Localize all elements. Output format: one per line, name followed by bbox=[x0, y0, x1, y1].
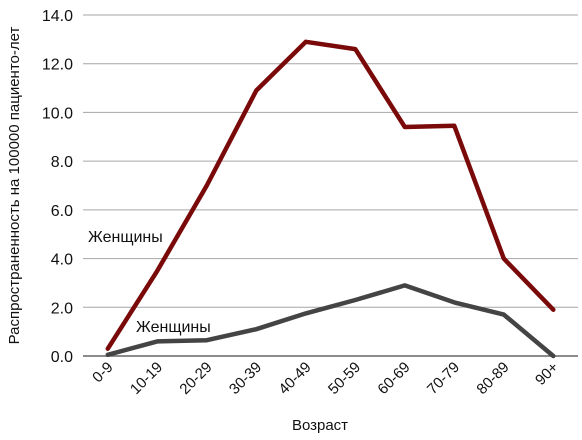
y-tick-label: 14.0 bbox=[42, 8, 73, 25]
x-tick-label: 20-29 bbox=[176, 359, 215, 398]
x-tick-label: 30-39 bbox=[226, 359, 265, 398]
x-tick-label: 10-19 bbox=[127, 359, 166, 398]
series-line-1 bbox=[105, 283, 556, 359]
y-tick-label: 0.0 bbox=[51, 349, 73, 366]
x-axis-label: Возраст bbox=[292, 417, 348, 434]
y-tick-label: 2.0 bbox=[51, 300, 73, 317]
series-line-0 bbox=[105, 39, 556, 351]
y-axis-label: Распространенность на 100000 пациенто-ле… bbox=[6, 27, 23, 345]
series-lines bbox=[105, 39, 556, 359]
x-tick-label: 70-79 bbox=[424, 359, 463, 398]
y-tick-label: 4.0 bbox=[51, 252, 73, 269]
x-tick-label: 0-9 bbox=[89, 359, 116, 386]
y-tick-label: 12.0 bbox=[42, 57, 73, 74]
x-tick-label: 90+ bbox=[532, 359, 562, 389]
y-tick-label: 6.0 bbox=[51, 203, 73, 220]
series-label-0: Женщины bbox=[88, 229, 163, 246]
x-axis-ticks: 0-9 10-19 20-29 30-39 40-49 50-59 60-69 70-79 80… bbox=[89, 359, 562, 398]
y-axis-ticks: 0.0 2.0 4.0 6.0 8.0 10.0 12.0 14.0 bbox=[42, 8, 73, 366]
y-tick-label: 8.0 bbox=[51, 154, 73, 171]
x-tick-label: 40-49 bbox=[275, 359, 314, 398]
x-tick-label: 50-59 bbox=[325, 359, 364, 398]
x-tick-label: 80-89 bbox=[473, 359, 512, 398]
series-label-1: Женщины bbox=[136, 319, 211, 336]
x-tick-label: 60-69 bbox=[374, 359, 413, 398]
y-tick-label: 10.0 bbox=[42, 105, 73, 122]
